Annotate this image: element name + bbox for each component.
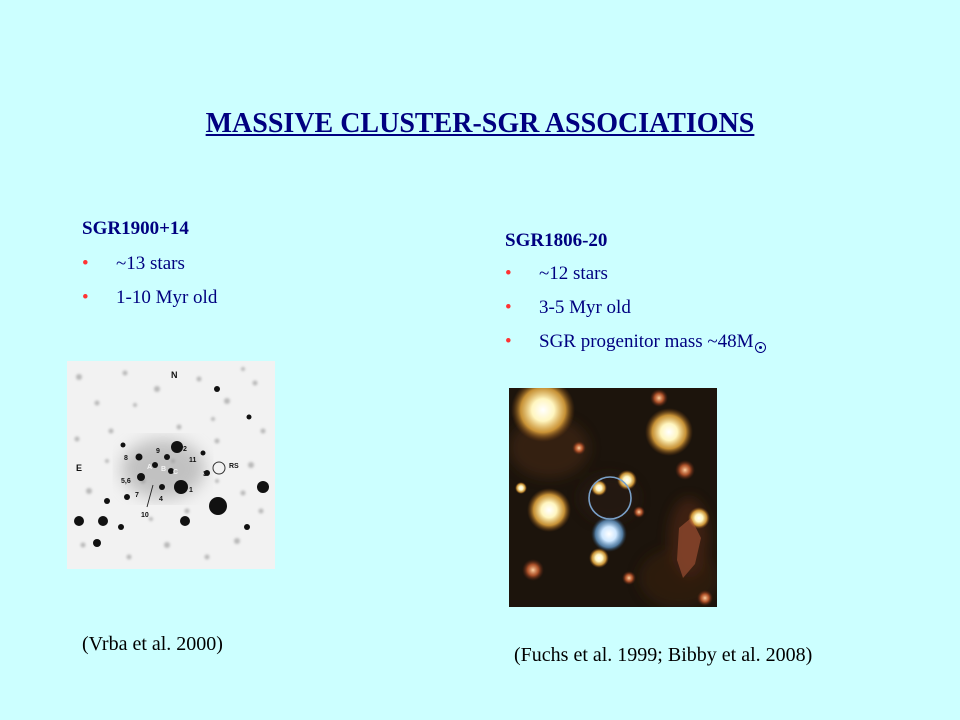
star-label-9: 9 xyxy=(156,448,160,455)
sgr1806-starfield xyxy=(509,388,717,607)
star-label-10: 10 xyxy=(141,512,149,519)
star-label-3: 3 xyxy=(203,471,207,478)
right-bullet-3: • SGR progenitor mass ~48M xyxy=(505,325,766,359)
north-label: N xyxy=(171,370,178,380)
bullet-icon: • xyxy=(505,297,512,318)
right-bullet-2: • 3-5 Myr old xyxy=(505,291,766,325)
star-label-b: B xyxy=(161,466,166,473)
bullet-icon: • xyxy=(82,287,89,308)
slide-title: MASSIVE CLUSTER-SGR ASSOCIATIONS xyxy=(205,108,755,139)
star-label-c: C xyxy=(173,469,178,476)
sgr1806-cluster-image xyxy=(509,388,717,607)
left-caption: (Vrba et al. 2000) xyxy=(82,633,223,655)
left-heading: SGR1900+14 xyxy=(82,218,189,239)
sgr1900-starfield: N E RS 9 2 8 11 A B C 3 5,6 1 7 4 10 xyxy=(67,361,275,569)
star-label-2: 2 xyxy=(183,446,187,453)
sgr1900-cluster-image: N E RS 9 2 8 11 A B C 3 5,6 1 7 4 10 xyxy=(67,361,275,569)
left-bullet-list: • ~13 stars • 1-10 Myr old xyxy=(82,247,217,315)
bullet-icon: • xyxy=(505,263,512,284)
star-label-11: 11 xyxy=(189,457,197,464)
star-label-1: 1 xyxy=(189,487,193,494)
right-bullet-list: • ~12 stars • 3-5 Myr old • SGR progenitor … xyxy=(505,257,766,359)
star-label-8: 8 xyxy=(124,455,128,462)
star-label-4: 4 xyxy=(159,496,163,503)
bullet-icon: • xyxy=(505,331,512,352)
solar-mass-icon xyxy=(754,342,766,353)
bullet-icon: • xyxy=(82,253,89,274)
star-label-a: A xyxy=(147,464,152,471)
right-heading: SGR1806-20 xyxy=(505,230,608,251)
right-bullet-1: • ~12 stars xyxy=(505,257,766,291)
right-caption: (Fuchs et al. 1999; Bibby et al. 2008) xyxy=(514,644,813,666)
star-label-7: 7 xyxy=(135,492,139,499)
rs-label: RS xyxy=(229,463,239,470)
left-bullet-2: • 1-10 Myr old xyxy=(82,281,217,315)
progenitor-mass-text: SGR progenitor mass ~48M xyxy=(539,331,754,352)
star-label-5-6: 5,6 xyxy=(121,478,131,485)
left-bullet-1: • ~13 stars xyxy=(82,247,217,281)
east-label: E xyxy=(76,463,82,473)
